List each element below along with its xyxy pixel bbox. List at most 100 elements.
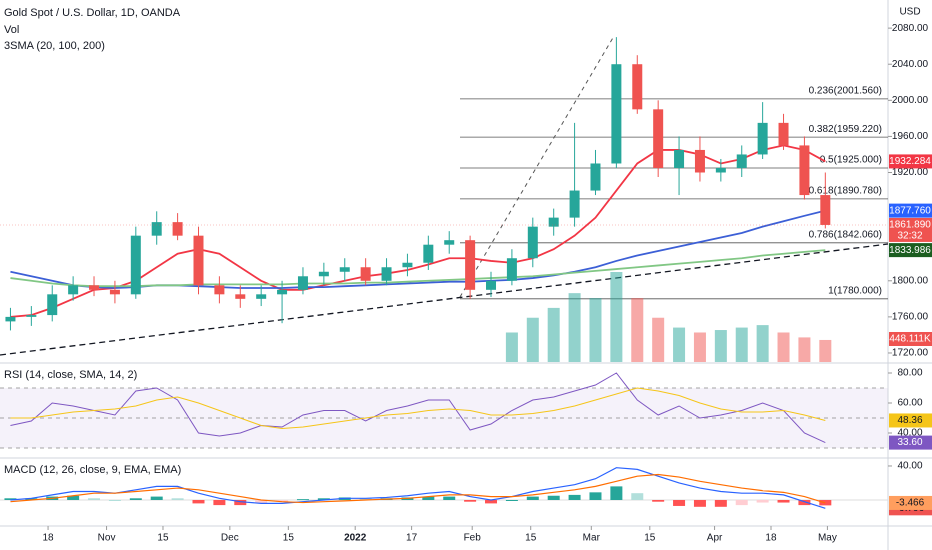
macd-histogram-bar	[422, 496, 435, 500]
candle-body	[632, 64, 643, 110]
candle-body	[778, 122, 789, 146]
trend-line	[0, 243, 889, 356]
y-tick-label: 1720.00	[892, 348, 929, 359]
candle-body	[653, 109, 664, 168]
x-tick-label: Nov	[98, 533, 116, 544]
y-tick-label: 1760.00	[892, 312, 929, 323]
macd-line	[10, 473, 826, 504]
candle-body	[151, 222, 162, 236]
volume-bar	[714, 330, 727, 362]
y-tick-label: 2000.00	[892, 95, 929, 106]
volume-bar	[631, 298, 644, 362]
price-tag-bg	[889, 243, 932, 258]
fib-label: 0.5(1925.000)	[820, 155, 882, 166]
candle-body	[694, 149, 705, 173]
price-tag: 1833.986	[889, 245, 931, 256]
candle-body	[548, 217, 559, 227]
candle-body	[486, 280, 497, 290]
macd-tag: -3.466	[896, 498, 925, 509]
fib-label: 0.236(2001.560)	[809, 86, 882, 97]
x-tick-label: 15	[283, 533, 295, 544]
y-tick-label: 1920.00	[892, 167, 929, 178]
candle-body	[423, 244, 434, 263]
candle-body	[5, 316, 16, 322]
macd-line	[10, 467, 826, 509]
volume-bar	[735, 327, 748, 362]
x-tick-label: May	[818, 533, 837, 544]
candle-body	[736, 154, 747, 168]
macd-histogram-bar	[798, 499, 811, 506]
x-tick-label: 15	[644, 533, 656, 544]
price-tag: 1861.890	[889, 220, 931, 231]
macd-histogram-bar	[129, 498, 142, 500]
x-tick-label: 15	[157, 533, 169, 544]
volume-bar	[610, 272, 623, 362]
y-tick-label: 40.00	[897, 461, 922, 472]
rsi-tag: 48.36	[897, 415, 922, 426]
macd-histogram-bar	[777, 499, 790, 503]
y-tick-label: 1800.00	[892, 275, 929, 286]
candle-body	[318, 271, 329, 277]
candle-body	[506, 258, 517, 281]
candle-body	[527, 226, 538, 259]
candle-body	[235, 294, 246, 299]
rsi-tag: 33.60	[897, 437, 922, 448]
macd-histogram-bar	[4, 498, 17, 500]
y-tick-label: 1960.00	[892, 131, 929, 142]
x-tick-label: Apr	[707, 533, 723, 544]
macd-histogram-bar	[255, 499, 268, 504]
macd-histogram-bar	[192, 499, 205, 504]
macd-histogram-bar	[693, 499, 706, 507]
candle-body	[590, 163, 601, 191]
rsi-title: RSI (14, close, SMA, 14, 2)	[4, 369, 137, 381]
volume-bar	[505, 332, 518, 362]
candle-body	[444, 240, 455, 245]
macd-title: MACD (12, 26, close, 9, EMA, EMA)	[4, 464, 181, 476]
price-tag-bg	[889, 203, 932, 218]
fib-label: 0.786(1842.060)	[809, 229, 882, 240]
macd-histogram-bar	[735, 499, 748, 506]
fib-label: 0.382(1959.220)	[809, 124, 882, 135]
volume-bar	[568, 293, 581, 362]
candle-body	[172, 222, 183, 236]
macd-histogram-bar	[526, 496, 539, 500]
volume-bar	[589, 298, 602, 362]
candle-body	[256, 294, 267, 299]
price-tag-bg	[889, 154, 932, 169]
macd-histogram-bar	[296, 499, 309, 501]
y-tick-label: 2040.00	[892, 59, 929, 70]
macd-histogram-bar	[547, 495, 560, 500]
macd-histogram-bar	[213, 499, 226, 506]
candle-body	[297, 276, 308, 290]
macd-histogram-bar	[756, 499, 769, 503]
volume-bar	[693, 332, 706, 362]
macd-histogram-bar	[464, 499, 477, 502]
macd-histogram-bar	[234, 499, 247, 506]
currency: USD	[899, 7, 920, 18]
macd-histogram-bar	[25, 498, 38, 500]
macd-histogram-bar	[485, 499, 498, 504]
volume-bar	[756, 325, 769, 362]
x-tick-label: 2022	[344, 533, 367, 544]
fib-label: 1(1780.000)	[828, 285, 882, 296]
candle-body	[611, 64, 622, 164]
rsi-tag-bg	[889, 413, 932, 428]
macd-histogram-bar	[505, 499, 518, 501]
x-tick-label: Mar	[583, 533, 601, 544]
candle-body	[569, 190, 580, 218]
candle-body	[47, 294, 58, 316]
candle-body	[402, 262, 413, 268]
macd-histogram-bar	[150, 496, 163, 500]
x-tick-label: 17	[406, 533, 418, 544]
volume-tag-bg	[889, 332, 932, 346]
candle-body	[130, 235, 141, 295]
rsi-tag-bg	[889, 435, 932, 450]
candle-body	[360, 267, 371, 281]
candle-body	[193, 235, 204, 286]
symbol-title: Gold Spot / U.S. Dollar, 1D, OANDA	[4, 7, 181, 19]
candle-body	[89, 285, 100, 290]
sma-title: 3SMA (20, 100, 200)	[4, 40, 105, 52]
candle-body	[674, 149, 685, 168]
fib-label: 0.618(1890.780)	[809, 186, 882, 197]
